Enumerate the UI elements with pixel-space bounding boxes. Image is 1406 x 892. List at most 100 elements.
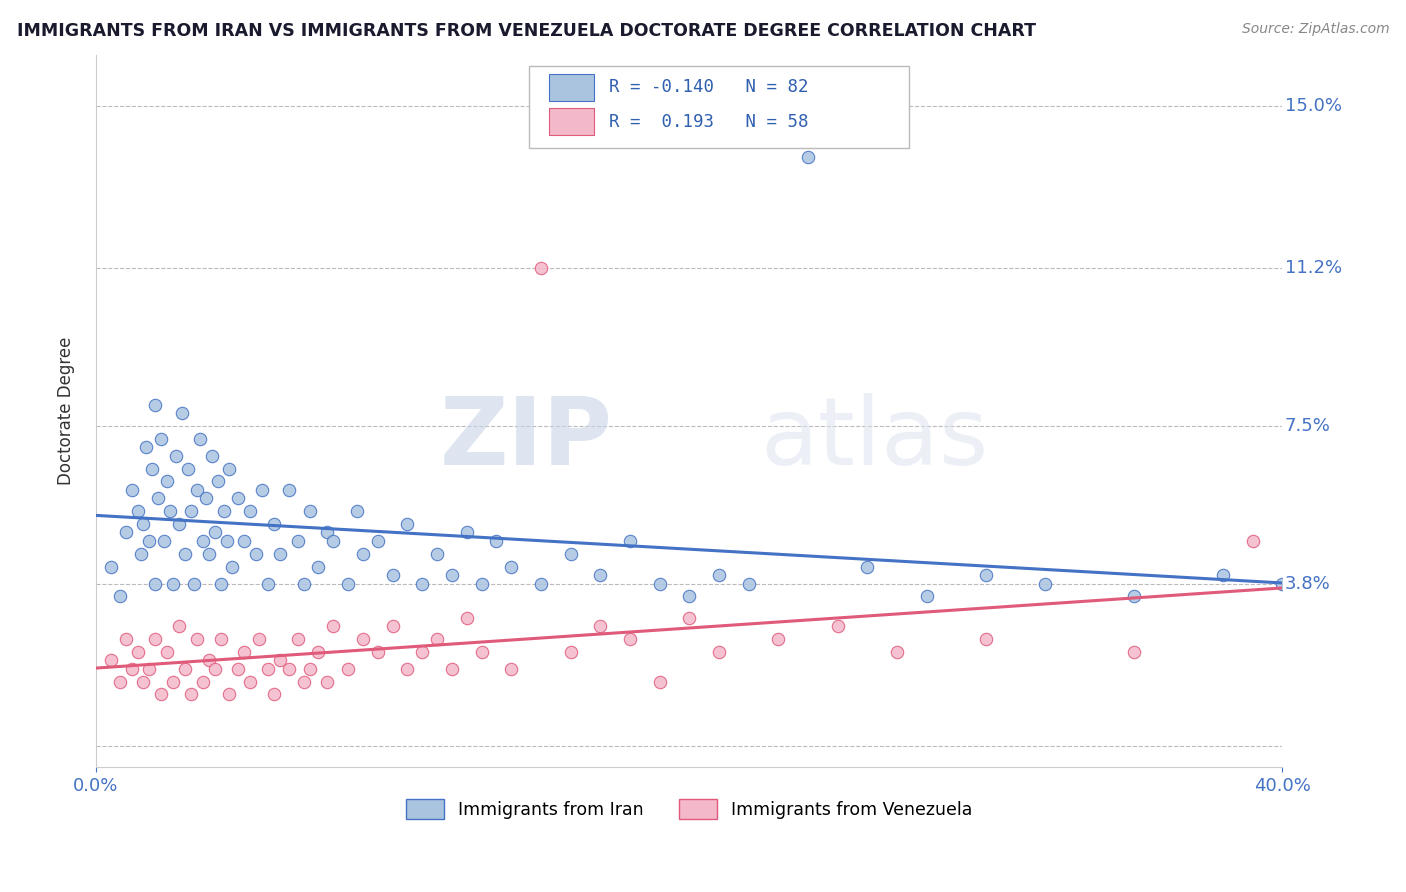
Point	[619, 534, 641, 549]
Point	[159, 504, 181, 518]
Point	[560, 547, 582, 561]
Point	[292, 674, 315, 689]
Point	[456, 525, 478, 540]
Point	[367, 645, 389, 659]
Point	[352, 547, 374, 561]
Point	[298, 504, 321, 518]
Point	[886, 645, 908, 659]
Point	[121, 483, 143, 497]
Point	[239, 674, 262, 689]
Point	[456, 611, 478, 625]
Point	[143, 398, 166, 412]
Point	[263, 516, 285, 531]
Point	[167, 516, 190, 531]
Point	[1123, 645, 1146, 659]
Point	[197, 547, 219, 561]
Point	[228, 491, 250, 506]
Point	[239, 504, 262, 518]
Point	[797, 150, 820, 164]
Text: Source: ZipAtlas.com: Source: ZipAtlas.com	[1241, 22, 1389, 37]
Point	[132, 674, 155, 689]
Point	[197, 653, 219, 667]
Point	[827, 619, 849, 633]
Point	[150, 688, 173, 702]
Point	[114, 525, 136, 540]
Point	[381, 619, 404, 633]
Point	[191, 534, 214, 549]
Point	[257, 662, 280, 676]
Point	[228, 662, 250, 676]
Point	[138, 662, 160, 676]
Point	[396, 516, 419, 531]
Point	[201, 449, 224, 463]
Point	[257, 576, 280, 591]
FancyBboxPatch shape	[550, 108, 595, 136]
Text: R = -0.140   N = 82: R = -0.140 N = 82	[609, 78, 808, 96]
Text: atlas: atlas	[761, 393, 988, 485]
Point	[207, 475, 229, 489]
Point	[245, 547, 267, 561]
Point	[440, 568, 463, 582]
Point	[114, 632, 136, 646]
Point	[974, 632, 997, 646]
Point	[167, 619, 190, 633]
Point	[337, 576, 360, 591]
Y-axis label: Doctorate Degree: Doctorate Degree	[58, 337, 75, 485]
Point	[648, 674, 671, 689]
Text: 15.0%: 15.0%	[1285, 97, 1341, 115]
Point	[471, 576, 494, 591]
Point	[292, 576, 315, 591]
Point	[426, 632, 449, 646]
Point	[352, 632, 374, 646]
Point	[233, 534, 256, 549]
Point	[308, 559, 330, 574]
Point	[132, 516, 155, 531]
Point	[287, 534, 309, 549]
Point	[180, 688, 202, 702]
Text: IMMIGRANTS FROM IRAN VS IMMIGRANTS FROM VENEZUELA DOCTORATE DEGREE CORRELATION C: IMMIGRANTS FROM IRAN VS IMMIGRANTS FROM …	[17, 22, 1036, 40]
Text: R =  0.193   N = 58: R = 0.193 N = 58	[609, 112, 808, 130]
Point	[648, 576, 671, 591]
Point	[177, 461, 200, 475]
Point	[974, 568, 997, 582]
Point	[287, 632, 309, 646]
Point	[678, 590, 700, 604]
Point	[143, 576, 166, 591]
Point	[707, 568, 730, 582]
Point	[316, 674, 339, 689]
Point	[337, 662, 360, 676]
Point	[174, 547, 197, 561]
Point	[619, 632, 641, 646]
Point	[183, 576, 205, 591]
Text: 11.2%: 11.2%	[1285, 260, 1341, 277]
Point	[100, 559, 122, 574]
Point	[589, 619, 612, 633]
Point	[165, 449, 187, 463]
Point	[501, 662, 523, 676]
Point	[367, 534, 389, 549]
Text: 3.8%: 3.8%	[1285, 574, 1330, 592]
Point	[411, 645, 433, 659]
Point	[589, 568, 612, 582]
FancyBboxPatch shape	[550, 74, 595, 101]
Point	[212, 504, 235, 518]
Point	[678, 611, 700, 625]
Point	[1212, 568, 1234, 582]
Point	[174, 662, 197, 676]
Legend: Immigrants from Iran, Immigrants from Venezuela: Immigrants from Iran, Immigrants from Ve…	[399, 792, 979, 826]
Point	[209, 576, 232, 591]
Point	[915, 590, 938, 604]
Point	[209, 632, 232, 646]
Point	[121, 662, 143, 676]
Point	[218, 461, 240, 475]
Point	[247, 632, 270, 646]
Point	[127, 504, 149, 518]
Point	[269, 653, 291, 667]
Point	[162, 674, 184, 689]
Point	[250, 483, 273, 497]
Point	[263, 688, 285, 702]
Point	[501, 559, 523, 574]
Point	[162, 576, 184, 591]
Point	[856, 559, 879, 574]
Point	[1033, 576, 1056, 591]
